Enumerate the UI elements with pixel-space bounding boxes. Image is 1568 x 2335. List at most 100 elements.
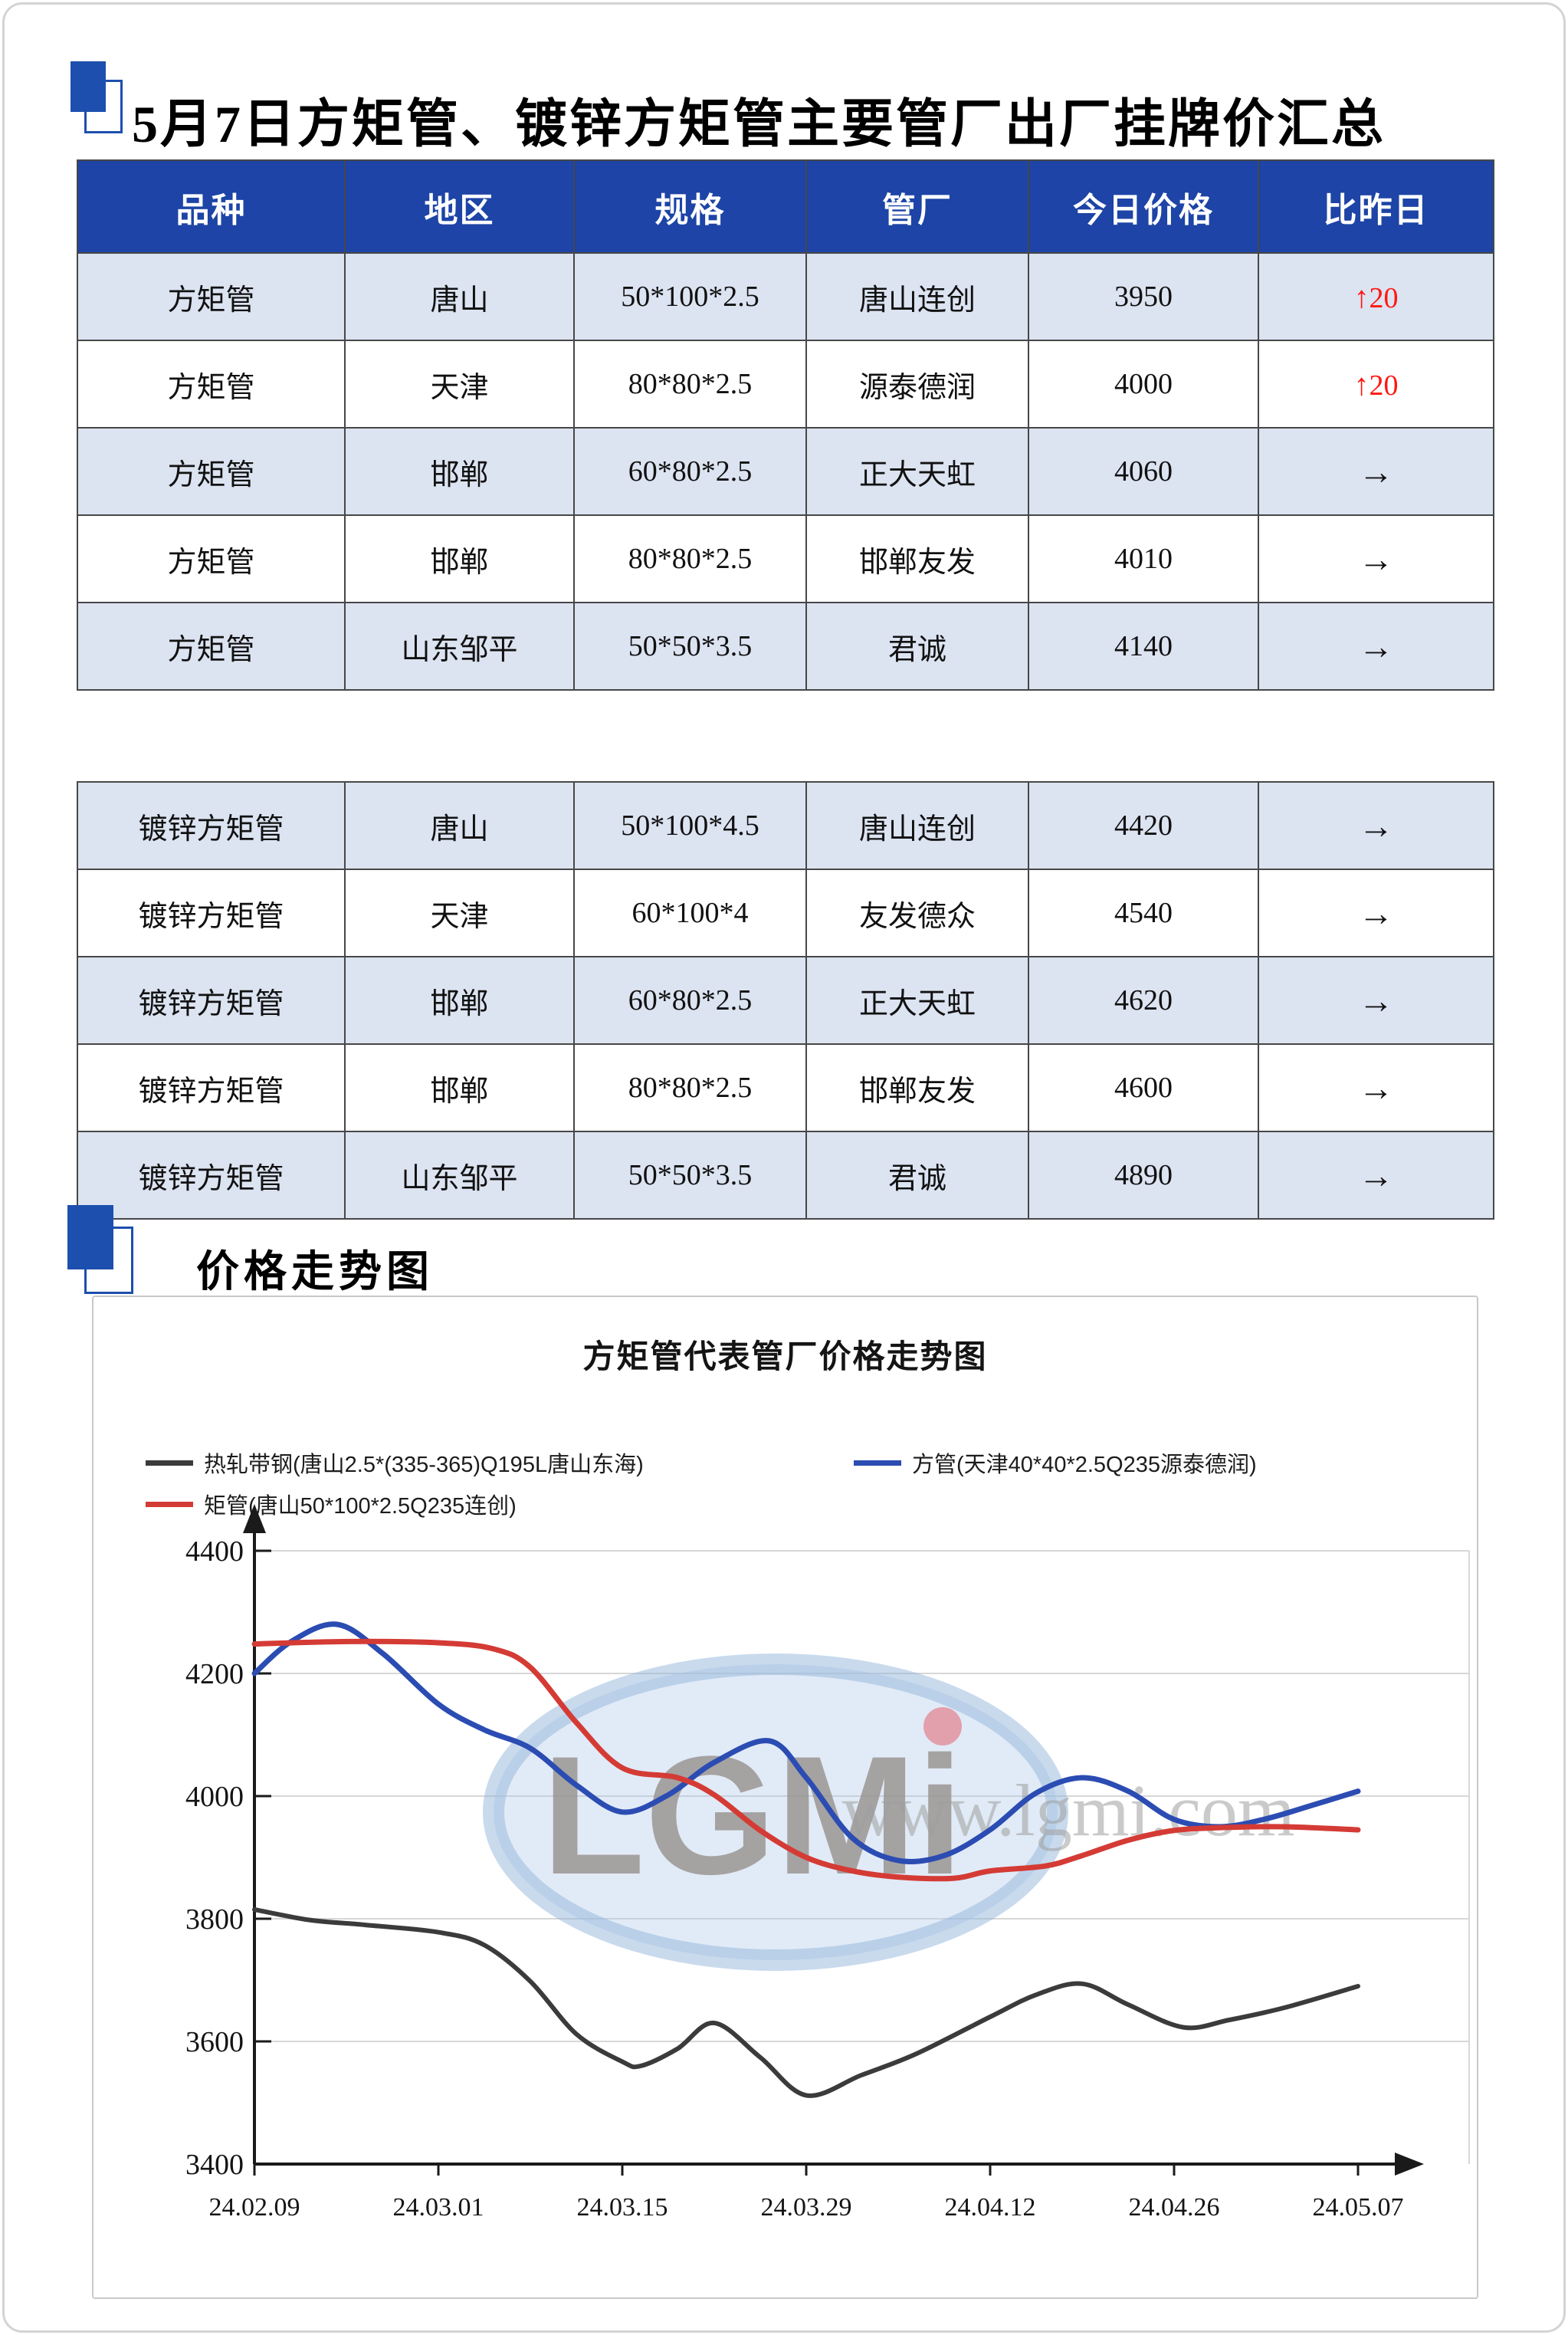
table-cell: 50*50*3.5 [573, 1131, 807, 1220]
table-cell: 邯郸 [344, 956, 575, 1045]
table-cell: 天津 [344, 869, 575, 957]
change-cell: → [1258, 1043, 1494, 1132]
x-tick-label: 24.03.29 [761, 2193, 852, 2222]
spacer-row [77, 690, 1494, 782]
x-tick-label: 24.04.26 [1129, 2193, 1220, 2222]
table-cell: 唐山连创 [805, 781, 1029, 870]
table-cell: 唐山 [344, 781, 575, 870]
series-line-0 [252, 1907, 1360, 2098]
table-cell: 60*80*2.5 [573, 956, 807, 1045]
table-cell: 镀锌方矩管 [77, 956, 346, 1045]
table-row: 镀锌方矩管 邯郸 80*80*2.5 邯郸友发 4600 → [77, 1043, 1494, 1132]
watermark-url-text: www.lgmi.com [841, 1769, 1294, 1851]
watermark-ellipse-fill [494, 1664, 1058, 1960]
change-cell: → [1258, 602, 1494, 691]
y-tick-label: 4200 [185, 1658, 244, 1690]
trend-chart: LGMiwww.lgmi.com340036003800400042004400… [185, 1504, 1470, 2222]
table-cell: 友发德众 [805, 869, 1029, 957]
section-bullet-icon [67, 1205, 133, 1294]
chart-title: 方矩管代表管厂价格走势图 [582, 1338, 988, 1374]
change-cell: → [1258, 1131, 1494, 1220]
table-cell: 方矩管 [77, 514, 346, 603]
title-bullet-icon [71, 61, 123, 133]
table-cell: 60*80*2.5 [573, 427, 807, 516]
flat-arrow-icon: → [1358, 452, 1394, 491]
watermark-ellipse-ring [483, 1654, 1068, 1971]
legend-label: 矩管(唐山50*100*2.5Q235连创) [204, 1494, 517, 1519]
table-cell: 镀锌方矩管 [77, 781, 346, 870]
table-cell: 50*100*4.5 [573, 781, 807, 870]
column-header: 地区 [344, 159, 575, 254]
x-tick-label: 24.02.09 [209, 2193, 300, 2222]
table-row: 镀锌方矩管 山东邹平 50*50*3.5 君诚 4890 → [77, 1131, 1494, 1220]
series-line-1 [251, 1621, 1361, 1865]
series-line-2 [251, 1638, 1361, 1882]
table-cell: 源泰德润 [805, 340, 1029, 429]
y-tick-label: 4000 [185, 1781, 244, 1813]
table-row: 方矩管 唐山 50*100*2.5 唐山连创 3950 ↑20 [77, 252, 1494, 341]
change-cell: → [1258, 514, 1494, 603]
table-cell: 3950 [1028, 252, 1259, 341]
flat-arrow-icon: → [1358, 1155, 1394, 1195]
table-cell: 邯郸 [344, 427, 575, 516]
section-title: 价格走势图 [196, 1249, 434, 1297]
table-row: 方矩管 邯郸 80*80*2.5 邯郸友发 4010 → [77, 514, 1494, 603]
table-cell: 镀锌方矩管 [77, 1131, 346, 1220]
table-row: 方矩管 邯郸 60*80*2.5 正大天虹 4060 → [77, 427, 1494, 516]
column-header: 比昨日 [1258, 159, 1494, 254]
table-cell: 60*100*4 [573, 869, 807, 957]
change-cell: → [1258, 869, 1494, 957]
table-cell: 4060 [1028, 427, 1259, 516]
table-header-row: 品种 地区 规格 管厂 今日价格 比昨日 [77, 159, 1494, 254]
column-header: 今日价格 [1028, 159, 1259, 254]
table-cell: 80*80*2.5 [573, 340, 807, 429]
table-cell: 君诚 [805, 602, 1029, 691]
flat-arrow-icon: → [1358, 980, 1394, 1020]
watermark-i-dot [923, 1707, 962, 1746]
table-cell: 4600 [1028, 1043, 1259, 1132]
table-cell: 4420 [1028, 781, 1259, 870]
x-tick-label: 24.05.07 [1313, 2193, 1404, 2222]
legend-item: 矩管(唐山50*100*2.5Q235连创) [146, 1489, 517, 1519]
table-cell: 君诚 [805, 1131, 1029, 1220]
x-axis-arrow [1395, 2153, 1424, 2176]
spacer-cell [77, 690, 1494, 782]
table-cell: 邯郸友发 [805, 514, 1029, 603]
table-cell: 4140 [1028, 602, 1259, 691]
table-row: 方矩管 山东邹平 50*50*3.5 君诚 4140 → [77, 602, 1494, 691]
table-cell: 方矩管 [77, 602, 346, 691]
legend-line-swatch [146, 1501, 193, 1507]
page-title: 5月7日方矩管、镀锌方矩管主要管厂出厂挂牌价汇总 [132, 94, 1386, 153]
flat-arrow-icon: → [1358, 806, 1394, 846]
legend-item: 方管(天津40*40*2.5Q235源泰德润) [854, 1447, 1257, 1478]
chart-panel: LGMi www.lgmi.com 3400 3600 3800 4000 4200 4400… [92, 1296, 1478, 2299]
table-cell: 正大天虹 [805, 427, 1029, 516]
column-header: 管厂 [805, 159, 1029, 254]
table-cell: 80*80*2.5 [573, 1043, 807, 1132]
table-cell: 镀锌方矩管 [77, 1043, 346, 1132]
table-cell: 50*50*3.5 [573, 602, 807, 691]
table-row: 镀锌方矩管 唐山 50*100*4.5 唐山连创 4420 → [77, 781, 1494, 870]
legend-line-swatch [146, 1460, 193, 1466]
table-cell: 山东邹平 [344, 602, 575, 691]
table-cell: 方矩管 [77, 427, 346, 516]
table-cell: 50*100*2.5 [573, 252, 807, 341]
table-row: 方矩管 天津 80*80*2.5 源泰德润 4000 ↑20 [77, 340, 1494, 429]
flat-arrow-icon: → [1358, 1068, 1394, 1108]
table-cell: 邯郸 [344, 1043, 575, 1132]
table-cell: 天津 [344, 340, 575, 429]
table-cell: 4000 [1028, 340, 1259, 429]
table-cell: 4620 [1028, 956, 1259, 1045]
change-cell: ↑20 [1258, 252, 1494, 341]
table-cell: 唐山 [344, 252, 575, 341]
flat-arrow-icon: → [1358, 539, 1394, 579]
change-cell: → [1258, 427, 1494, 516]
x-tick-label: 24.04.12 [945, 2193, 1036, 2222]
y-tick-label: 4400 [185, 1535, 244, 1568]
up-arrow-icon: ↑20 [1353, 366, 1399, 402]
table-cell: 镀锌方矩管 [77, 869, 346, 957]
legend-line-swatch [854, 1460, 901, 1466]
table-row: 镀锌方矩管 天津 60*100*4 友发德众 4540 → [77, 869, 1494, 957]
table-row: 镀锌方矩管 邯郸 60*80*2.5 正大天虹 4620 → [77, 956, 1494, 1045]
